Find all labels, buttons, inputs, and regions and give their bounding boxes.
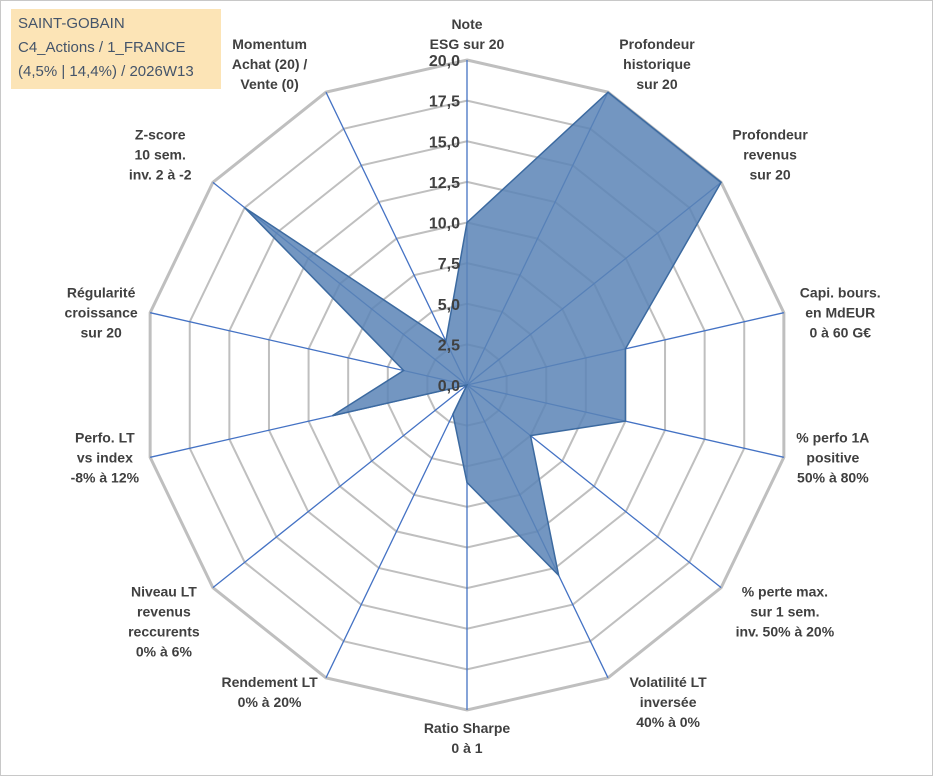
- axis-label-line: inv. 2 à -2: [129, 166, 192, 182]
- axis-label-line: 0 à 1: [451, 740, 482, 756]
- info-period: (4,5% | 14,4%) / 2026W13: [18, 63, 194, 80]
- info-box: SAINT-GOBAIN C4_Actions / 1_FRANCE (4,5%…: [11, 9, 221, 89]
- info-category: C4_Actions / 1_FRANCE: [18, 39, 186, 56]
- axis-label-line: Rendement LT: [221, 674, 318, 690]
- axis-label: Ratio Sharpe 0 à 1: [424, 720, 511, 756]
- axis-label-line: Régularité: [67, 285, 136, 301]
- axis-spoke: [325, 384, 468, 679]
- tick-label: 7,5: [438, 256, 460, 273]
- axis-label-line: ESG sur 20: [430, 36, 505, 52]
- axis-label-line: revenus: [743, 146, 797, 162]
- axis-label: Niveau LT revenus reccurents 0% à 6%: [128, 584, 200, 660]
- axis-label-line: reccurents: [128, 624, 200, 640]
- axis-label: % perte max. sur 1 sem. inv. 50% à 20%: [736, 584, 835, 640]
- axis-label-line: sur 20: [636, 76, 677, 92]
- axis-label: Profondeur revenus sur 20: [732, 126, 808, 182]
- axis-label: Rendement LT 0% à 20%: [221, 674, 318, 710]
- axis-label-line: positive: [806, 449, 859, 465]
- axis-label: Volatilité LT inversée 40% à 0%: [629, 674, 707, 730]
- radar-axis-labels: Note ESG sur 20 Profondeur historique sur 20…: [65, 16, 881, 756]
- axis-label-line: revenus: [137, 604, 191, 620]
- axis-label-line: sur 1 sem.: [750, 604, 819, 620]
- axis-label: Note ESG sur 20: [430, 16, 505, 52]
- axis-label-line: inversée: [640, 694, 697, 710]
- axis-label-line: Profondeur: [732, 126, 808, 142]
- axis-label-line: en MdEUR: [805, 305, 875, 321]
- axis-label-line: Z-score: [135, 126, 186, 142]
- tick-label: 17,5: [429, 94, 460, 111]
- axis-label: Profondeur historique sur 20: [619, 36, 695, 92]
- axis-label: % perfo 1A positive 50% à 80%: [796, 429, 869, 485]
- axis-label-line: Vente (0): [240, 76, 298, 92]
- axis-label-line: Momentum: [232, 36, 307, 52]
- axis-label-line: Volatilité LT: [629, 674, 707, 690]
- axis-label-line: Ratio Sharpe: [424, 720, 511, 736]
- axis-label-line: 40% à 0%: [636, 714, 700, 730]
- tick-label: 10,0: [429, 216, 460, 233]
- axis-label-line: -8% à 12%: [71, 469, 140, 485]
- axis-label-line: vs index: [77, 449, 133, 465]
- axis-label-line: croissance: [65, 305, 138, 321]
- axis-spoke: [212, 384, 468, 589]
- axis-label: Momentum Achat (20) / Vente (0): [232, 36, 308, 92]
- info-company: SAINT-GOBAIN: [18, 15, 125, 32]
- axis-label-line: sur 20: [749, 166, 790, 182]
- axis-label: Capi. bours. en MdEUR 0 à 60 G€: [800, 285, 881, 341]
- axis-label-line: % perfo 1A: [796, 429, 869, 445]
- tick-label: 5,0: [438, 297, 460, 314]
- axis-label-line: Niveau LT: [131, 584, 197, 600]
- axis-label: Régularité croissance sur 20: [65, 285, 138, 341]
- axis-label: Z-score 10 sem. inv. 2 à -2: [129, 126, 192, 182]
- axis-label-line: 0% à 6%: [136, 644, 193, 660]
- axis-label: Perfo. LT vs index -8% à 12%: [71, 429, 140, 485]
- tick-label: 2,5: [438, 337, 460, 354]
- tick-label: 0,0: [438, 378, 460, 395]
- axis-label-line: % perte max.: [742, 584, 828, 600]
- tick-label: 20,0: [429, 53, 460, 70]
- axis-label-line: 10 sem.: [135, 146, 186, 162]
- axis-label-line: sur 20: [81, 325, 122, 341]
- tick-label: 12,5: [429, 175, 460, 192]
- axis-label-line: Achat (20) /: [232, 56, 308, 72]
- radar-series: [244, 91, 723, 578]
- axis-label-line: 0% à 20%: [238, 694, 302, 710]
- axis-label-line: historique: [623, 56, 691, 72]
- axis-label-line: inv. 50% à 20%: [736, 624, 835, 640]
- axis-label-line: 0 à 60 G€: [810, 325, 872, 341]
- radar-tick-labels: 0,0 2,5 5,0 7,5 10,0 12,5 15,0 17,5 20,0: [429, 53, 460, 395]
- axis-spoke: [325, 91, 468, 386]
- axis-label-line: Profondeur: [619, 36, 695, 52]
- tick-label: 15,0: [429, 134, 460, 151]
- axis-label-line: Capi. bours.: [800, 285, 881, 301]
- axis-label-line: Perfo. LT: [75, 429, 135, 445]
- axis-label-line: Note: [451, 16, 482, 32]
- axis-label-line: 50% à 80%: [797, 469, 869, 485]
